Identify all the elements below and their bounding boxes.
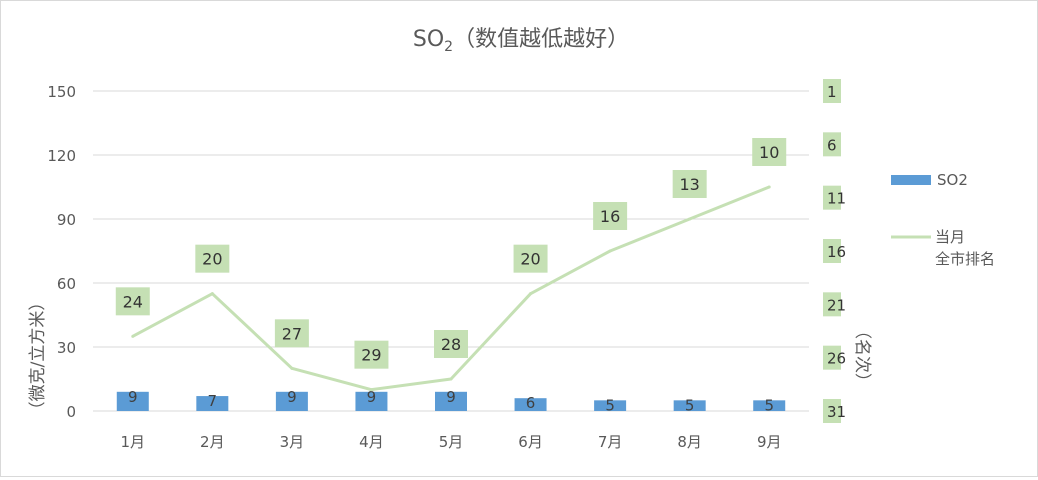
y-right-tick-label: 6 [827, 136, 837, 154]
y-left-axis-title: （微克/立方米） [28, 294, 48, 419]
y-right-tick-label: 16 [827, 243, 846, 261]
so2-bar-value-label: 7 [208, 392, 218, 410]
ranking-point [449, 377, 453, 381]
so2-bar-value-label: 6 [526, 394, 536, 412]
ranking-point [688, 217, 692, 221]
ranking-label-bg [274, 319, 309, 348]
y-right-tick-bg [823, 239, 841, 263]
y-left-tick-label: 150 [47, 83, 76, 101]
ranking-value-label: 20 [520, 250, 540, 269]
y-right-tick-label: 31 [827, 403, 846, 421]
so2-bar [514, 398, 547, 411]
so2-bar [673, 400, 706, 411]
ranking-value-label: 24 [123, 292, 143, 311]
legend-label-ranking: 当月全市排名 [935, 228, 995, 268]
ranking-label-bg [593, 202, 628, 230]
y-right-tick-bg [823, 345, 841, 370]
so2-bar [196, 396, 229, 411]
so2-bar [594, 400, 627, 411]
so2-bar-value-label: 9 [287, 388, 297, 406]
x-tick-label: 3月 [280, 433, 305, 451]
x-tick-label: 8月 [677, 433, 702, 451]
y-right-tick-bg [823, 79, 841, 103]
ranking-value-label: 16 [600, 207, 620, 226]
ranking-label-bg [115, 287, 150, 316]
y-right-tick-bg [823, 399, 841, 423]
ranking-point [608, 249, 612, 253]
ranking-label-bg [752, 138, 787, 166]
y-right-tick-bg [823, 185, 841, 210]
x-tick-label: 2月 [200, 433, 225, 451]
so2-bar-value-label: 5 [685, 396, 695, 414]
so2-bar [753, 400, 786, 411]
y-right-tick-label: 11 [827, 190, 846, 208]
y-left-tick-label: 90 [57, 211, 76, 229]
so2-bar-value-label: 9 [367, 388, 377, 406]
legend-label-so2: SO2 [937, 171, 968, 189]
ranking-point [529, 292, 533, 296]
x-tick-label: 7月 [598, 433, 623, 451]
ranking-point [369, 388, 373, 392]
y-right-tick-label: 26 [827, 350, 846, 368]
ranking-line [132, 185, 770, 392]
ranking-label-bg [434, 330, 468, 358]
legend: SO2 当月全市排名 [891, 171, 995, 268]
so2-bar-value-label: 5 [764, 396, 774, 414]
x-tick-label: 5月 [439, 433, 464, 451]
so2-bar-value-label: 5 [605, 396, 615, 414]
y-left-tick-label: 120 [47, 147, 76, 165]
y-left-tick-label: 0 [66, 403, 76, 421]
y-left-tick-label: 30 [57, 339, 76, 357]
ranking-value-label: 28 [441, 335, 461, 354]
y-right-tick-label: 1 [827, 83, 837, 101]
ranking-point [767, 185, 771, 189]
ranking-label-bg [195, 244, 230, 273]
ranking-value-label: 29 [361, 346, 381, 365]
ranking-point [290, 366, 294, 370]
y-right-axis-title: （名次） [852, 322, 872, 390]
y-right-tick-bg [823, 292, 841, 317]
ranking-value-label: 10 [759, 143, 779, 162]
x-tick-label: 6月 [518, 433, 543, 451]
so2-bar [435, 391, 467, 411]
x-tick-label: 1月 [121, 433, 146, 451]
y-left-tick-label: 60 [57, 275, 76, 293]
chart-title: SO2（数值越低越好） [413, 27, 629, 55]
ranking-point [131, 334, 135, 338]
ranking-value-label: 20 [202, 250, 222, 269]
ranking-value-label: 27 [282, 324, 302, 343]
so2-bar-value-label: 9 [446, 388, 456, 406]
y-right-tick-label: 21 [827, 296, 846, 314]
so2-bar-value-label: 9 [128, 388, 138, 406]
ranking-point [210, 292, 214, 296]
ranking-label-bg [672, 170, 707, 198]
ranking-value-label: 13 [679, 175, 699, 194]
ranking-label-bg [354, 340, 389, 369]
y-right-tick-bg [823, 132, 841, 157]
so2-bar [116, 391, 149, 411]
x-tick-label: 4月 [359, 433, 384, 451]
so2-bar [355, 391, 388, 411]
legend-swatch-so2 [891, 175, 931, 185]
x-tick-label: 9月 [757, 433, 782, 451]
so2-bar [275, 391, 308, 411]
ranking-label-bg [513, 244, 548, 273]
